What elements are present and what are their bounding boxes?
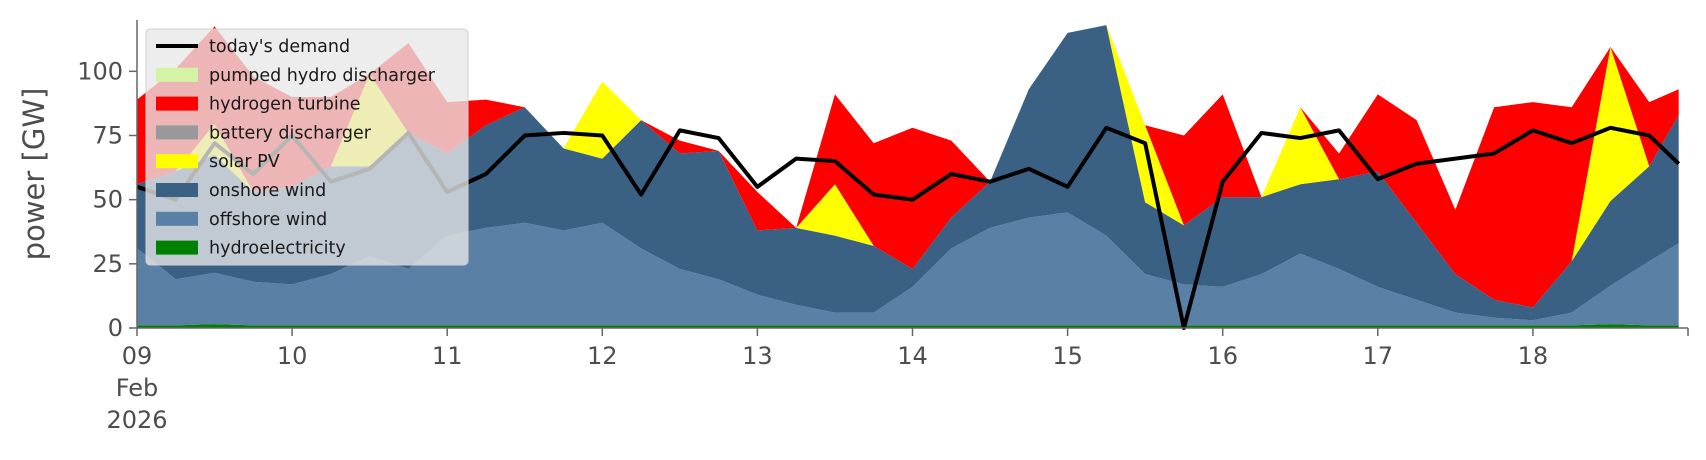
- legend-swatch: [156, 96, 198, 111]
- area-hydrogen-turbine: [137, 25, 1679, 308]
- legend-label: onshore wind: [209, 181, 326, 201]
- legend-label: pumped hydro discharger: [209, 66, 436, 86]
- legend-label: today's demand: [209, 37, 350, 57]
- legend-label: battery discharger: [209, 123, 372, 143]
- legend-swatch: [156, 183, 198, 197]
- legend-swatch: [156, 211, 198, 226]
- legend-swatch: [156, 125, 198, 140]
- legend: today's demand pumped hydro discharger hyd…: [145, 28, 469, 266]
- x-tick-sublabel: 2026: [106, 406, 167, 434]
- x-tick-label: 15: [1052, 342, 1083, 370]
- y-tick-label: 25: [92, 250, 123, 278]
- x-tick-label: 10: [277, 342, 308, 370]
- legend-box: [145, 28, 469, 266]
- legend-swatch: [156, 240, 198, 255]
- x-tick-label: 12: [587, 342, 618, 370]
- y-ticks: 0 25 50 75 100: [77, 57, 137, 342]
- legend-label: hydroelectricity: [209, 239, 346, 259]
- x-tick-label: 09: [122, 342, 153, 370]
- plot-areas: [137, 25, 1679, 328]
- y-tick-label: 50: [92, 186, 123, 214]
- area-onshore-wind: [137, 25, 1679, 321]
- x-ticks: 09 Feb 2026 10 11 12 13 14 15 16 17 18: [106, 328, 1689, 434]
- y-tick-label: 75: [92, 122, 123, 150]
- x-tick-label: 11: [432, 342, 463, 370]
- y-axis-title: power [GW]: [17, 88, 51, 261]
- x-tick-label: 14: [897, 342, 928, 370]
- legend-label: solar PV: [209, 152, 280, 172]
- y-tick-label: 0: [108, 314, 123, 342]
- x-tick-label: 18: [1518, 342, 1549, 370]
- y-tick-label: 100: [77, 57, 123, 85]
- area-hydroelectricity: [137, 324, 1679, 328]
- x-tick-label: 16: [1207, 342, 1238, 370]
- legend-swatch: [156, 154, 198, 169]
- legend-label: hydrogen turbine: [209, 95, 361, 115]
- legend-items: today's demand pumped hydro discharger hyd…: [156, 37, 436, 259]
- x-tick-sublabel: Feb: [116, 374, 159, 402]
- legend-swatch: [156, 67, 198, 82]
- area-offshore-wind: [137, 212, 1679, 326]
- legend-label: offshore wind: [209, 210, 327, 230]
- x-tick-label: 17: [1363, 342, 1394, 370]
- x-tick-label: 13: [742, 342, 773, 370]
